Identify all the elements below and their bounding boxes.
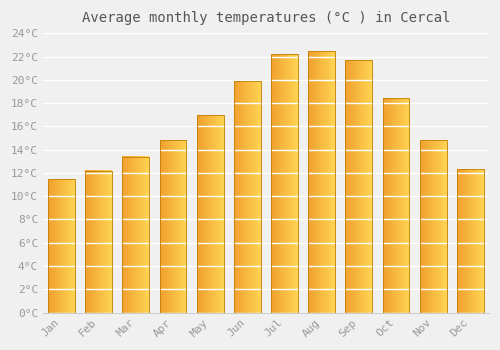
- Bar: [122, 157, 149, 313]
- Bar: [160, 140, 186, 313]
- Bar: [86, 170, 112, 313]
- Bar: [86, 170, 112, 313]
- Bar: [346, 60, 372, 313]
- Bar: [197, 115, 224, 313]
- Bar: [234, 81, 260, 313]
- Bar: [457, 169, 483, 313]
- Bar: [48, 179, 75, 313]
- Bar: [122, 157, 149, 313]
- Bar: [420, 140, 446, 313]
- Bar: [382, 98, 409, 313]
- Bar: [420, 140, 446, 313]
- Bar: [234, 81, 260, 313]
- Bar: [457, 169, 483, 313]
- Bar: [197, 115, 224, 313]
- Title: Average monthly temperatures (°C ) in Cercal: Average monthly temperatures (°C ) in Ce…: [82, 11, 450, 25]
- Bar: [382, 98, 409, 313]
- Bar: [160, 140, 186, 313]
- Bar: [308, 51, 335, 313]
- Bar: [271, 54, 298, 313]
- Bar: [48, 179, 75, 313]
- Bar: [346, 60, 372, 313]
- Bar: [308, 51, 335, 313]
- Bar: [271, 54, 298, 313]
